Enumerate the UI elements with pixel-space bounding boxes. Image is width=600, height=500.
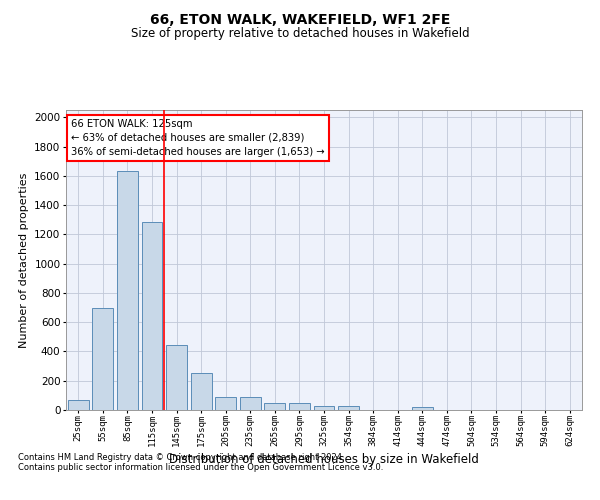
Bar: [92, 308, 113, 410]
Text: 66 ETON WALK: 125sqm
← 63% of detached houses are smaller (2,839)
36% of semi-de: 66 ETON WALK: 125sqm ← 63% of detached h…: [71, 119, 325, 157]
Text: Size of property relative to detached houses in Wakefield: Size of property relative to detached ho…: [131, 28, 469, 40]
Bar: [265, 402, 286, 410]
Bar: [191, 372, 212, 410]
X-axis label: Distribution of detached houses by size in Wakefield: Distribution of detached houses by size …: [169, 454, 479, 466]
Bar: [215, 397, 236, 410]
Text: Contains public sector information licensed under the Open Government Licence v3: Contains public sector information licen…: [18, 464, 383, 472]
Bar: [117, 172, 138, 410]
Bar: [338, 406, 359, 410]
Bar: [314, 406, 334, 410]
Bar: [412, 408, 433, 410]
Bar: [68, 400, 89, 410]
Text: 66, ETON WALK, WAKEFIELD, WF1 2FE: 66, ETON WALK, WAKEFIELD, WF1 2FE: [150, 12, 450, 26]
Bar: [289, 404, 310, 410]
Bar: [240, 397, 261, 410]
Bar: [166, 345, 187, 410]
Bar: [142, 222, 163, 410]
Y-axis label: Number of detached properties: Number of detached properties: [19, 172, 29, 348]
Text: Contains HM Land Registry data © Crown copyright and database right 2024.: Contains HM Land Registry data © Crown c…: [18, 454, 344, 462]
